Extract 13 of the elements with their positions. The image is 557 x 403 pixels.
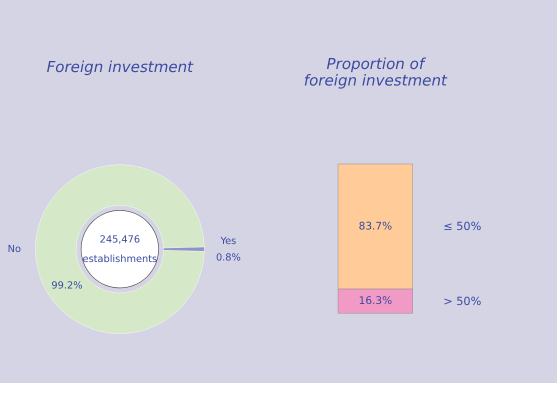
data-label: 83.7% (358, 220, 392, 232)
chart-title: Foreign investment (46, 58, 194, 76)
slice-label: No (8, 244, 21, 256)
chart-title: Proportion of foreign investment (304, 54, 448, 90)
data-label: 16.3% (358, 295, 392, 308)
slice-label: Yes (219, 236, 236, 247)
donut-slice (35, 164, 204, 334)
text: ≤ 50% (443, 220, 482, 234)
data-label: 0.8% (216, 252, 241, 264)
text: 245,476 (100, 234, 140, 246)
data-label: 99.2% (51, 280, 83, 292)
text: > 50% (443, 294, 482, 308)
text: establishments (82, 254, 158, 265)
